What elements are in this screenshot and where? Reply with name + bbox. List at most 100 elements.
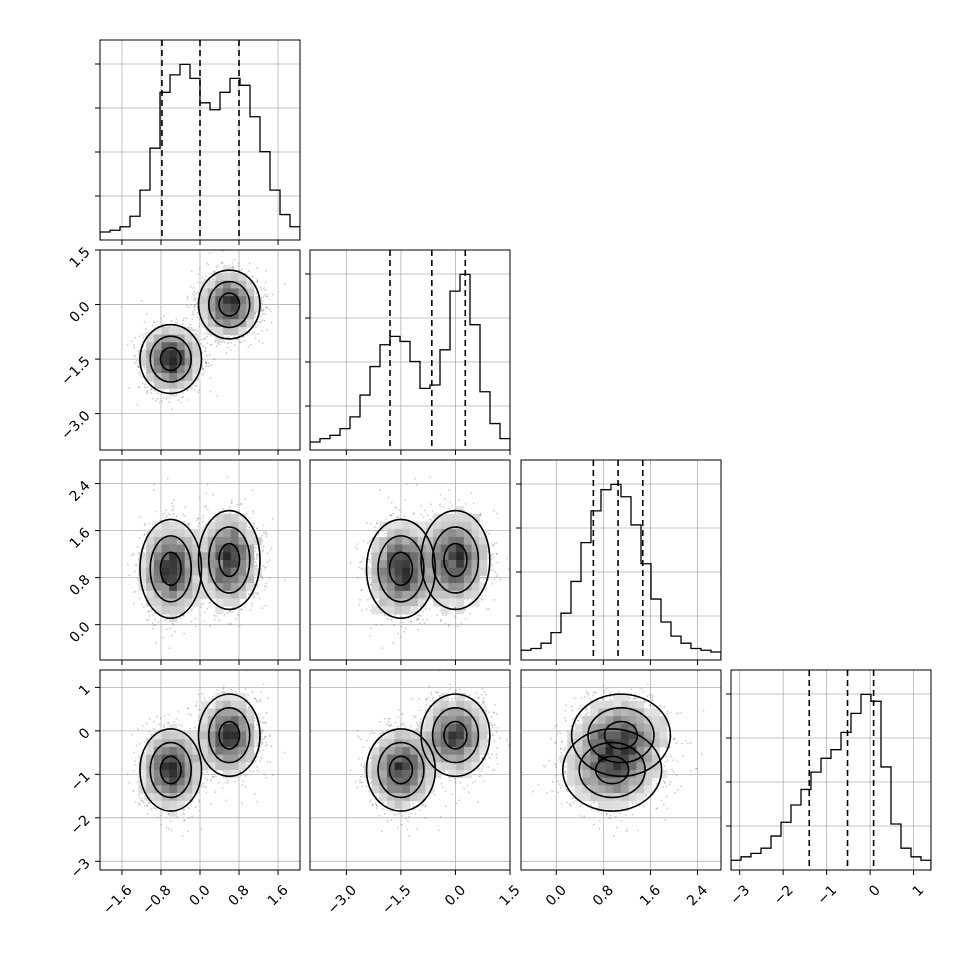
sample-point [251, 332, 254, 335]
sample-point [171, 408, 173, 411]
sample-point [213, 275, 216, 278]
sample-point [209, 601, 212, 604]
sample-point [210, 364, 213, 366]
sample-point [138, 335, 141, 338]
contours [139, 269, 261, 395]
sample-point [256, 280, 259, 283]
sample-point [208, 625, 211, 627]
sample-point [210, 344, 213, 346]
sample-point [213, 279, 215, 281]
density-cell [176, 380, 186, 389]
sample-point [179, 401, 182, 404]
sample-point [253, 331, 256, 333]
sample-point [142, 336, 145, 339]
sample-point [227, 335, 230, 338]
sample-point [213, 618, 216, 621]
sample-point [195, 292, 198, 295]
sample-point [196, 311, 199, 314]
sample-point [216, 345, 218, 347]
sample-point [261, 607, 263, 610]
sample-point [197, 273, 200, 275]
density-cell [184, 334, 193, 343]
sample-point [228, 623, 231, 626]
sample-point [264, 306, 267, 309]
density-cell [200, 303, 209, 312]
sample-point [186, 399, 188, 401]
sample-point [228, 609, 231, 612]
sample-point [206, 608, 208, 610]
sample-point [213, 358, 216, 360]
density-cell [200, 296, 209, 305]
sample-point [133, 602, 135, 605]
sample-point [258, 340, 260, 343]
sample-point [215, 266, 218, 268]
sample-point [190, 608, 193, 611]
sample-point [134, 354, 137, 357]
panel-frame [520, 459, 722, 661]
contour-level [218, 292, 241, 317]
sample-point [150, 388, 153, 391]
sample-point [174, 630, 177, 633]
density-cell [161, 380, 170, 389]
sample-point [176, 321, 178, 324]
sample-point [256, 527, 259, 530]
sample-point [266, 561, 269, 563]
sample-point [256, 593, 259, 595]
density-cell [253, 303, 262, 312]
sample-point [145, 618, 148, 621]
density-cell [215, 326, 224, 336]
sample-point [134, 570, 136, 573]
sample-point [181, 396, 184, 399]
sample-point [257, 554, 259, 556]
sample-point [193, 294, 196, 297]
sample-point [145, 313, 148, 315]
sample-point [146, 391, 149, 393]
sample-point [205, 362, 207, 364]
sample-point [136, 403, 139, 406]
sample-point [269, 559, 271, 562]
density-cell [169, 388, 178, 397]
density-cell [215, 288, 224, 297]
sample-point [259, 286, 262, 288]
sample-point [255, 556, 258, 558]
sample-point [203, 279, 206, 281]
sample-point [173, 513, 175, 515]
sample-point [254, 546, 257, 549]
sample-point [210, 343, 213, 346]
density-cell [153, 365, 162, 374]
sample-point [155, 399, 158, 402]
density-cell [169, 380, 178, 389]
sample-point [152, 320, 155, 323]
sample-point [266, 295, 269, 298]
sample-point [156, 397, 159, 400]
sample-point [197, 391, 200, 394]
sample-point [261, 330, 263, 332]
sample-point [138, 373, 141, 376]
sample-point [212, 494, 215, 496]
sample-point [204, 611, 206, 614]
density-cell [161, 373, 170, 382]
sample-point [202, 602, 205, 605]
sample-point [165, 397, 168, 400]
sample-point [226, 476, 229, 479]
sample-point [207, 362, 210, 365]
density-cell [230, 288, 239, 297]
sample-point [226, 342, 229, 345]
density-cell [176, 326, 186, 336]
sample-point [137, 386, 140, 388]
sample-point [200, 338, 203, 341]
sample-point [253, 523, 256, 526]
sample-point [208, 252, 211, 255]
sample-point [208, 354, 211, 357]
sample-point [157, 392, 160, 395]
sample-point [262, 309, 265, 311]
sample-point [190, 610, 193, 613]
sample-point [143, 533, 146, 536]
density-cell [176, 342, 186, 351]
panel-frame [309, 249, 511, 451]
sample-point [229, 611, 232, 613]
sample-point [231, 611, 234, 613]
sample-point [198, 389, 201, 391]
sample-point [223, 341, 226, 344]
sample-point [270, 546, 273, 549]
